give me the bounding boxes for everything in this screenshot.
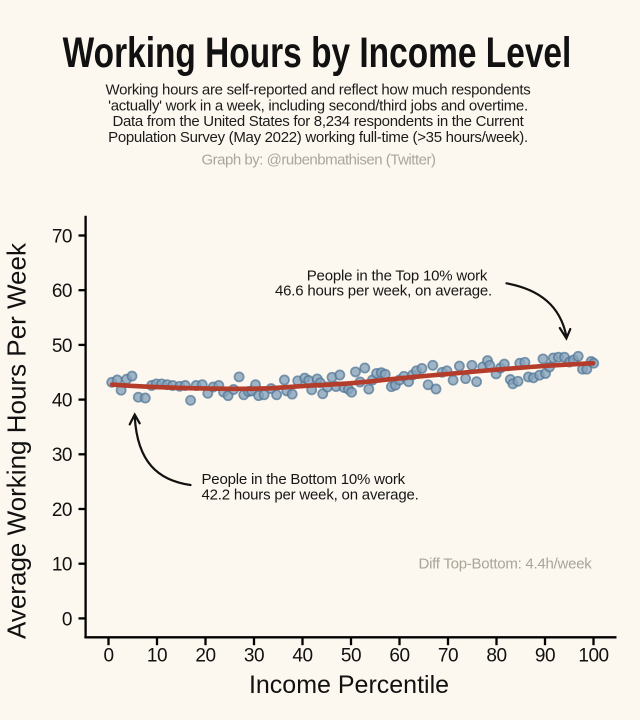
svg-text:50: 50 [341,645,361,666]
svg-text:70: 70 [52,226,72,247]
svg-text:50: 50 [52,336,72,357]
svg-text:'actually' work in a week, inc: 'actually' work in a week, including sec… [108,97,528,114]
svg-text:100: 100 [578,645,608,666]
svg-text:60: 60 [389,645,409,666]
svg-text:30: 30 [244,645,264,666]
svg-text:Income Percentile: Income Percentile [249,671,449,699]
svg-text:People in the Top 10% work: People in the Top 10% work [307,267,488,284]
svg-text:46.6 hours per week, on averag: 46.6 hours per week, on average. [275,283,492,300]
svg-text:Average Working Hours Per Week: Average Working Hours Per Week [2,242,32,639]
svg-text:20: 20 [52,500,72,521]
svg-text:10: 10 [147,645,167,666]
svg-text:Graph by: @rubenbmathisen (Twi: Graph by: @rubenbmathisen (Twitter) [201,151,436,168]
svg-text:Population Survey (May 2022) w: Population Survey (May 2022) working ful… [108,129,528,146]
svg-text:0: 0 [62,609,72,630]
svg-text:0: 0 [103,645,113,666]
svg-text:42.2 hours per week, on averag: 42.2 hours per week, on average. [202,486,419,503]
svg-text:Data from the United States fo: Data from the United States for 8,234 re… [112,113,524,130]
svg-text:70: 70 [438,645,458,666]
svg-text:10: 10 [52,555,72,576]
svg-text:80: 80 [486,645,506,666]
svg-text:Working hours are self-reporte: Working hours are self-reported and refl… [106,82,531,99]
svg-text:90: 90 [535,645,555,666]
svg-text:40: 40 [292,645,312,666]
svg-text:Diff Top-Bottom: 4.4h/week: Diff Top-Bottom: 4.4h/week [419,555,593,572]
svg-text:30: 30 [52,445,72,466]
svg-text:Working Hours by Income Level: Working Hours by Income Level [63,29,572,77]
svg-text:60: 60 [52,281,72,302]
svg-text:20: 20 [195,645,215,666]
svg-text:People in the Bottom 10% work: People in the Bottom 10% work [202,471,406,488]
svg-text:40: 40 [52,391,72,412]
